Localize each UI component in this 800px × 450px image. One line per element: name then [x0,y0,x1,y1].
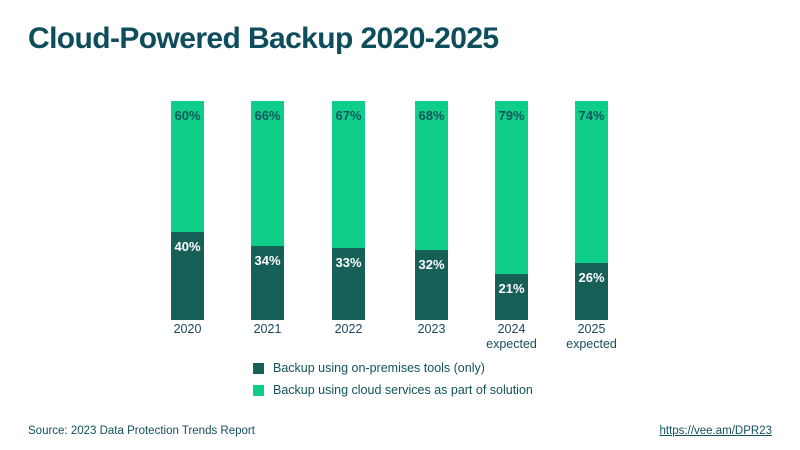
x-axis-label-2022: 2022 [334,322,363,336]
x-axis-label-2024: 2024 expected [486,322,537,351]
stacked-bar-chart: 60% 40% 2020 66% 34% 2021 67% 33% 2022 68% 32% 2023… [0,101,800,361]
segment-onprem-2020: 40% [171,232,204,320]
legend-label-cloud: Backup using cloud services as part of s… [273,383,533,397]
value-label-onprem: 40% [174,239,201,255]
segment-onprem-2021: 34% [251,245,284,320]
legend-swatch-cloud [253,385,264,396]
page-title: Cloud-Powered Backup 2020-2025 [28,22,499,55]
value-label-cloud: 79% [498,108,525,123]
value-label-cloud: 66% [254,108,281,123]
segment-cloud-2024: 79% [495,101,528,274]
segment-cloud-2025: 74% [575,101,608,264]
x-axis-label-2023: 2023 [417,322,446,336]
source-text: Source: 2023 Data Protection Trends Repo… [28,425,255,437]
bar-2025: 74% 26% [575,101,608,320]
x-axis-label-2025: 2025 expected [566,322,617,351]
bar-2020: 60% 40% [171,101,204,320]
segment-cloud-2022: 67% [332,101,365,248]
value-label-onprem: 32% [418,256,445,272]
report-link[interactable]: https://vee.am/DPR23 [659,425,773,437]
x-axis-label-2020: 2020 [173,322,202,336]
segment-onprem-2023: 32% [415,249,448,320]
value-label-onprem: 34% [254,252,281,268]
value-label-onprem: 21% [498,281,525,296]
value-label-onprem: 33% [335,254,362,270]
value-label-onprem: 26% [578,270,605,286]
segment-onprem-2022: 33% [332,247,365,320]
segment-onprem-2025: 26% [575,263,608,320]
value-label-cloud: 67% [335,108,362,123]
legend-item-cloud: Backup using cloud services as part of s… [253,383,533,398]
bar-2022: 67% 33% [332,101,365,320]
value-label-cloud: 68% [418,108,445,123]
x-axis-label-2021: 2021 [253,322,282,336]
value-label-cloud: 60% [174,108,201,123]
bar-2023: 68% 32% [415,101,448,320]
legend-label-onprem: Backup using on-premises tools (only) [273,361,485,375]
segment-cloud-2020: 60% [171,101,204,233]
legend-swatch-onprem [253,363,264,374]
segment-cloud-2023: 68% [415,101,448,250]
segment-onprem-2024: 21% [495,274,528,320]
segment-cloud-2021: 66% [251,101,284,246]
legend-item-onprem: Backup using on-premises tools (only) [253,361,533,376]
value-label-cloud: 74% [578,108,605,123]
legend: Backup using on-premises tools (only) Ba… [253,361,533,405]
bar-2024: 79% 21% [495,101,528,320]
bar-2021: 66% 34% [251,101,284,320]
